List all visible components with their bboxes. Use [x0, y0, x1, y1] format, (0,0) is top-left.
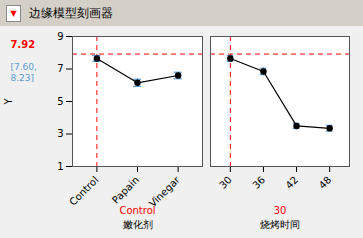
- svg-text:1: 1: [57, 161, 63, 172]
- svg-text:48: 48: [317, 174, 334, 191]
- svg-text:9: 9: [57, 31, 63, 42]
- svg-text:42: 42: [283, 174, 300, 191]
- svg-text:Papain: Papain: [110, 174, 141, 205]
- svg-text:8.23]: 8.23]: [11, 73, 35, 83]
- svg-text:嫩化剂: 嫩化剂: [123, 219, 153, 230]
- svg-text:5: 5: [57, 96, 63, 107]
- svg-text:7.92: 7.92: [11, 39, 36, 50]
- svg-text:3: 3: [57, 128, 63, 139]
- svg-text:7: 7: [57, 63, 63, 74]
- svg-text:36: 36: [250, 174, 267, 191]
- svg-text:30: 30: [274, 205, 287, 216]
- svg-text:Vinegar: Vinegar: [146, 174, 182, 210]
- svg-text:[7.60,: [7.60,: [11, 62, 37, 72]
- svg-text:Control: Control: [119, 205, 155, 216]
- html-text:边缘模型刻画器: 边缘模型刻画器: [29, 5, 113, 20]
- svg-text:Y: Y: [3, 98, 14, 106]
- svg-text:Control: Control: [67, 174, 100, 207]
- svg-text:30: 30: [217, 174, 234, 191]
- svg-text:烧烤时间: 烧烤时间: [260, 219, 300, 230]
